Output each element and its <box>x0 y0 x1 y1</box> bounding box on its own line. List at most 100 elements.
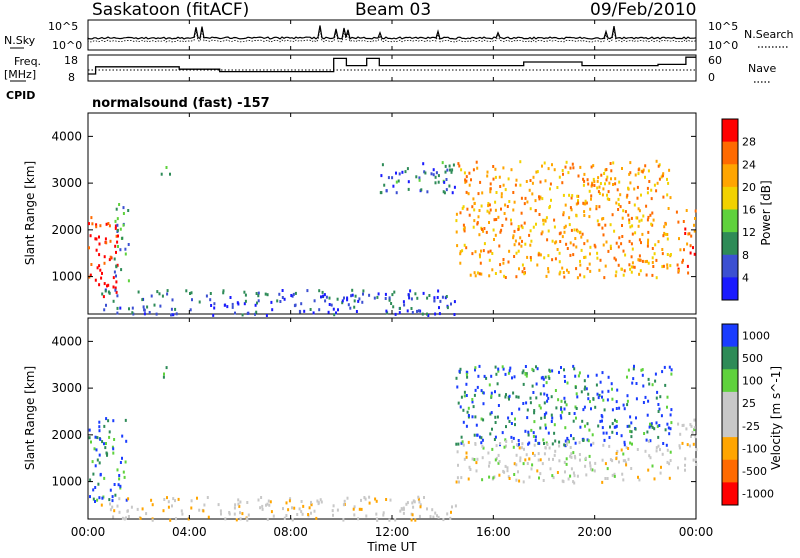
range-cell <box>610 177 612 181</box>
range-cell <box>422 291 425 295</box>
range-cell <box>609 162 612 165</box>
range-cell <box>616 388 619 392</box>
range-cell <box>655 421 658 425</box>
range-cell <box>342 518 345 522</box>
range-cell <box>569 166 572 170</box>
range-cell <box>111 445 114 449</box>
range-cell <box>247 513 250 517</box>
range-cell <box>308 506 311 510</box>
range-cell <box>596 392 599 396</box>
range-cell <box>109 502 111 506</box>
range-cell <box>99 437 102 441</box>
range-cell <box>678 446 681 450</box>
range-cell <box>500 207 502 211</box>
range-cell <box>650 424 653 428</box>
range-cell <box>596 179 599 183</box>
colorbar-tick-label: 4 <box>742 271 749 284</box>
range-cell <box>564 444 567 448</box>
range-cell <box>517 439 520 442</box>
range-cell <box>570 434 572 438</box>
range-cell <box>558 370 560 374</box>
range-cell <box>625 461 627 465</box>
range-cell <box>475 469 478 473</box>
range-cell <box>669 413 672 417</box>
range-cell <box>353 299 356 303</box>
range-cell <box>114 286 117 290</box>
range-cell <box>586 239 589 243</box>
range-cell <box>689 244 692 248</box>
range-cell <box>346 298 349 302</box>
range-cell <box>507 371 510 375</box>
range-cell <box>494 390 496 394</box>
range-cell <box>564 426 567 430</box>
range-cell <box>212 313 215 317</box>
range-cell <box>554 449 557 453</box>
range-cell <box>551 163 553 167</box>
colorbar-segment <box>722 414 738 438</box>
range-cell <box>591 181 594 185</box>
range-cell <box>657 164 660 168</box>
range-cell <box>426 507 428 511</box>
range-cell <box>544 446 547 450</box>
range-cell <box>532 431 535 435</box>
range-cell <box>562 480 565 484</box>
range-cell <box>638 238 641 242</box>
range-cell <box>528 441 531 445</box>
range-cell <box>482 229 485 233</box>
range-cell <box>117 483 120 487</box>
range-cell <box>98 235 100 239</box>
range-cell <box>544 426 547 430</box>
range-cell <box>508 397 510 401</box>
range-cell <box>669 196 672 200</box>
range-cell <box>606 197 609 201</box>
range-cell <box>479 255 481 259</box>
freq-left-tick-low: 8 <box>68 71 75 84</box>
range-cell <box>611 397 614 401</box>
range-cell <box>385 309 388 313</box>
range-cell <box>303 309 306 313</box>
range-cell <box>547 431 550 435</box>
range-cell <box>533 420 536 424</box>
range-cell <box>532 451 534 455</box>
range-cell <box>528 188 531 192</box>
range-cell <box>106 452 109 456</box>
range-cell <box>609 244 612 248</box>
range-cell <box>562 172 564 176</box>
range-cell <box>590 197 592 201</box>
range-cell <box>437 174 440 178</box>
range-cell <box>471 205 474 209</box>
range-cell <box>538 197 541 201</box>
range-cell <box>563 275 566 279</box>
range-cell <box>489 432 492 436</box>
range-cell <box>281 296 284 299</box>
range-cell <box>98 242 101 246</box>
range-cell <box>654 372 657 376</box>
range-cell <box>426 190 429 194</box>
range-cell <box>661 174 664 178</box>
range-cell <box>298 309 301 313</box>
range-cell <box>601 415 604 419</box>
range-cell <box>477 192 480 196</box>
range-cell <box>291 518 294 522</box>
range-cell <box>588 454 591 458</box>
range-cell <box>115 280 118 284</box>
range-cell <box>174 499 176 503</box>
range-cell <box>576 395 579 399</box>
range-cell <box>497 453 500 457</box>
range-cell <box>112 447 115 451</box>
range-cell <box>490 391 493 395</box>
range-cell <box>494 415 497 419</box>
range-cell <box>478 364 481 368</box>
range-cell <box>546 393 549 397</box>
range-cell <box>142 305 145 309</box>
range-cell <box>642 214 645 218</box>
colorbar-tick-label: 500 <box>742 352 763 365</box>
colorbar-tick-label: 16 <box>742 204 756 217</box>
range-cell <box>502 469 505 473</box>
range-cell <box>502 166 505 170</box>
range-cell <box>98 429 101 433</box>
range-cell <box>588 189 591 193</box>
range-cell <box>115 290 118 294</box>
range-cell <box>564 379 566 383</box>
range-cell <box>577 201 580 205</box>
